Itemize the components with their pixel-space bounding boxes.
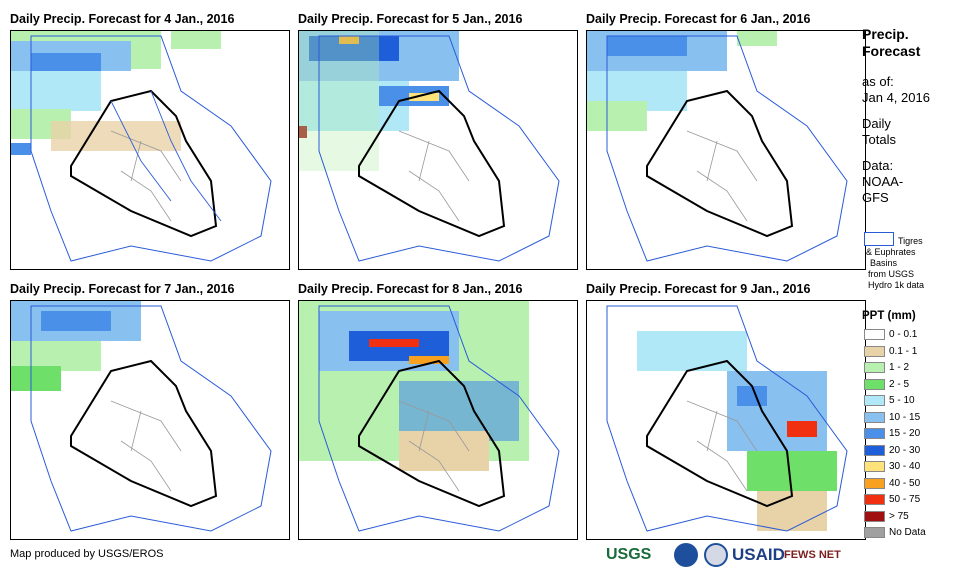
legend-swatch bbox=[864, 378, 885, 390]
legend-swatch bbox=[864, 395, 885, 406]
legend-label: 15 - 20 bbox=[889, 428, 921, 439]
forecast-panel-4: Daily Precip. Forecast for 7 Jan., 2016 bbox=[10, 280, 290, 540]
usgs-logo-text: USGS bbox=[606, 546, 652, 563]
sidebar-heading-line1: Precip. bbox=[862, 26, 909, 42]
precip-map-jan8 bbox=[298, 300, 578, 540]
legend-item: 40 - 50 bbox=[864, 476, 964, 493]
legend-item: No Data bbox=[864, 525, 964, 542]
fewsnet-logo-text: FEWS NET bbox=[784, 549, 841, 561]
partner-logos: USGS USAID FEWS NET bbox=[606, 541, 856, 569]
basin-swatch bbox=[864, 232, 894, 246]
precip-map-jan9 bbox=[586, 300, 866, 540]
legend-swatch bbox=[864, 494, 885, 505]
legend-label: 30 - 40 bbox=[889, 461, 921, 472]
legend-title: PPT (mm) bbox=[862, 310, 916, 322]
legend-label: 2 - 5 bbox=[889, 378, 910, 390]
legend-item: 30 - 40 bbox=[864, 459, 964, 476]
precip-map-jan7 bbox=[10, 300, 290, 540]
legend-item: > 75 bbox=[864, 509, 964, 526]
legend-label: 0 - 0.1 bbox=[889, 329, 918, 340]
river-lines bbox=[110, 90, 222, 222]
ppt-legend: 0 - 0.1 0.1 - 1 1 - 2 2 - 5 5 - 10 10 - 15 15 … bbox=[864, 327, 964, 542]
panel-title: Daily Precip. Forecast for 5 Jan., 2016 bbox=[298, 12, 523, 26]
basin-line5: Hydro 1k data bbox=[868, 280, 925, 290]
fewsnet-logo: FEWS NET bbox=[784, 541, 841, 569]
legend-label: 50 - 75 bbox=[889, 494, 921, 505]
legend-item: 0.1 - 1 bbox=[864, 344, 964, 361]
basin-line2: & Euphrates bbox=[866, 247, 916, 257]
legend-swatch bbox=[864, 345, 885, 357]
forecast-panel-3: Daily Precip. Forecast for 6 Jan., 2016 bbox=[586, 10, 866, 270]
legend-item: 10 - 15 bbox=[864, 410, 964, 427]
province-lines bbox=[110, 130, 182, 222]
legend-item: 5 - 10 bbox=[864, 393, 964, 410]
usaid-seal-icon bbox=[704, 543, 728, 567]
legend-item: 50 - 75 bbox=[864, 492, 964, 509]
panel-title: Daily Precip. Forecast for 8 Jan., 2016 bbox=[298, 282, 523, 296]
panel-title: Daily Precip. Forecast for 9 Jan., 2016 bbox=[586, 282, 811, 296]
usgs-logo: USGS bbox=[606, 541, 651, 569]
noaa-logo bbox=[674, 543, 698, 567]
forecast-panel-1: Daily Precip. Forecast for 4 Jan., 2016 bbox=[10, 10, 290, 270]
panel-title: Daily Precip. Forecast for 4 Jan., 2016 bbox=[10, 12, 235, 26]
forecast-panel-6: Daily Precip. Forecast for 9 Jan., 2016 bbox=[586, 280, 866, 540]
legend-item: 15 - 20 bbox=[864, 426, 964, 443]
basin-key: Tigres & Euphrates Basins from USGS Hydr… bbox=[862, 232, 967, 294]
precip-map-jan5 bbox=[298, 30, 578, 270]
usaid-logo: USAID bbox=[732, 541, 785, 569]
legend-swatch bbox=[864, 510, 885, 522]
legend-label: 10 - 15 bbox=[889, 411, 921, 423]
legend-label: 5 - 10 bbox=[889, 395, 915, 406]
basin-line1: Tigres bbox=[898, 236, 923, 246]
legend-swatch bbox=[864, 477, 885, 489]
country-border bbox=[70, 89, 218, 238]
panel-title: Daily Precip. Forecast for 6 Jan., 2016 bbox=[586, 12, 811, 26]
basin-outline bbox=[30, 35, 272, 262]
legend-label: 0.1 - 1 bbox=[889, 345, 918, 357]
data-source-line2: GFS bbox=[862, 190, 889, 205]
legend-label: No Data bbox=[889, 527, 926, 538]
legend-item: 20 - 30 bbox=[864, 443, 964, 460]
legend-label: 40 - 50 bbox=[889, 477, 921, 489]
legend-label: > 75 bbox=[889, 510, 909, 522]
legend-item: 0 - 0.1 bbox=[864, 327, 964, 344]
panel-title: Daily Precip. Forecast for 7 Jan., 2016 bbox=[10, 282, 235, 296]
basin-line3: Basins bbox=[870, 258, 898, 268]
legend-swatch bbox=[864, 329, 885, 340]
legend-swatch bbox=[864, 411, 885, 423]
sidebar-heading-line2: Forecast bbox=[862, 43, 921, 59]
legend-item: 2 - 5 bbox=[864, 377, 964, 394]
data-source-line1: NOAA- bbox=[862, 174, 904, 189]
data-label: Data: bbox=[862, 158, 894, 173]
legend-swatch bbox=[864, 444, 885, 456]
legend-label: 20 - 30 bbox=[889, 444, 921, 456]
precip-map-jan6 bbox=[586, 30, 866, 270]
as-of-label: as of: bbox=[862, 74, 894, 89]
legend-item: 1 - 2 bbox=[864, 360, 964, 377]
basin-line4: from USGS bbox=[868, 269, 915, 279]
legend-sidebar: Precip. Forecast as of: Jan 4, 2016 Dail… bbox=[862, 26, 967, 538]
map-credit: Map produced by USGS/EROS bbox=[10, 548, 164, 560]
forecast-panel-5: Daily Precip. Forecast for 8 Jan., 2016 bbox=[298, 280, 578, 540]
legend-swatch bbox=[864, 461, 885, 472]
precip-field bbox=[11, 31, 221, 155]
as-of-date: Jan 4, 2016 bbox=[862, 90, 930, 105]
totals-line2: Totals bbox=[862, 132, 896, 147]
usaid-logo-text: USAID bbox=[732, 545, 785, 564]
legend-swatch bbox=[864, 428, 885, 439]
legend-swatch bbox=[864, 362, 885, 373]
totals-line1: Daily bbox=[862, 116, 891, 131]
forecast-panel-2: Daily Precip. Forecast for 5 Jan., 2016 bbox=[298, 10, 578, 270]
legend-label: 1 - 2 bbox=[889, 362, 910, 373]
precip-map-jan4 bbox=[10, 30, 290, 270]
legend-swatch bbox=[864, 527, 885, 538]
